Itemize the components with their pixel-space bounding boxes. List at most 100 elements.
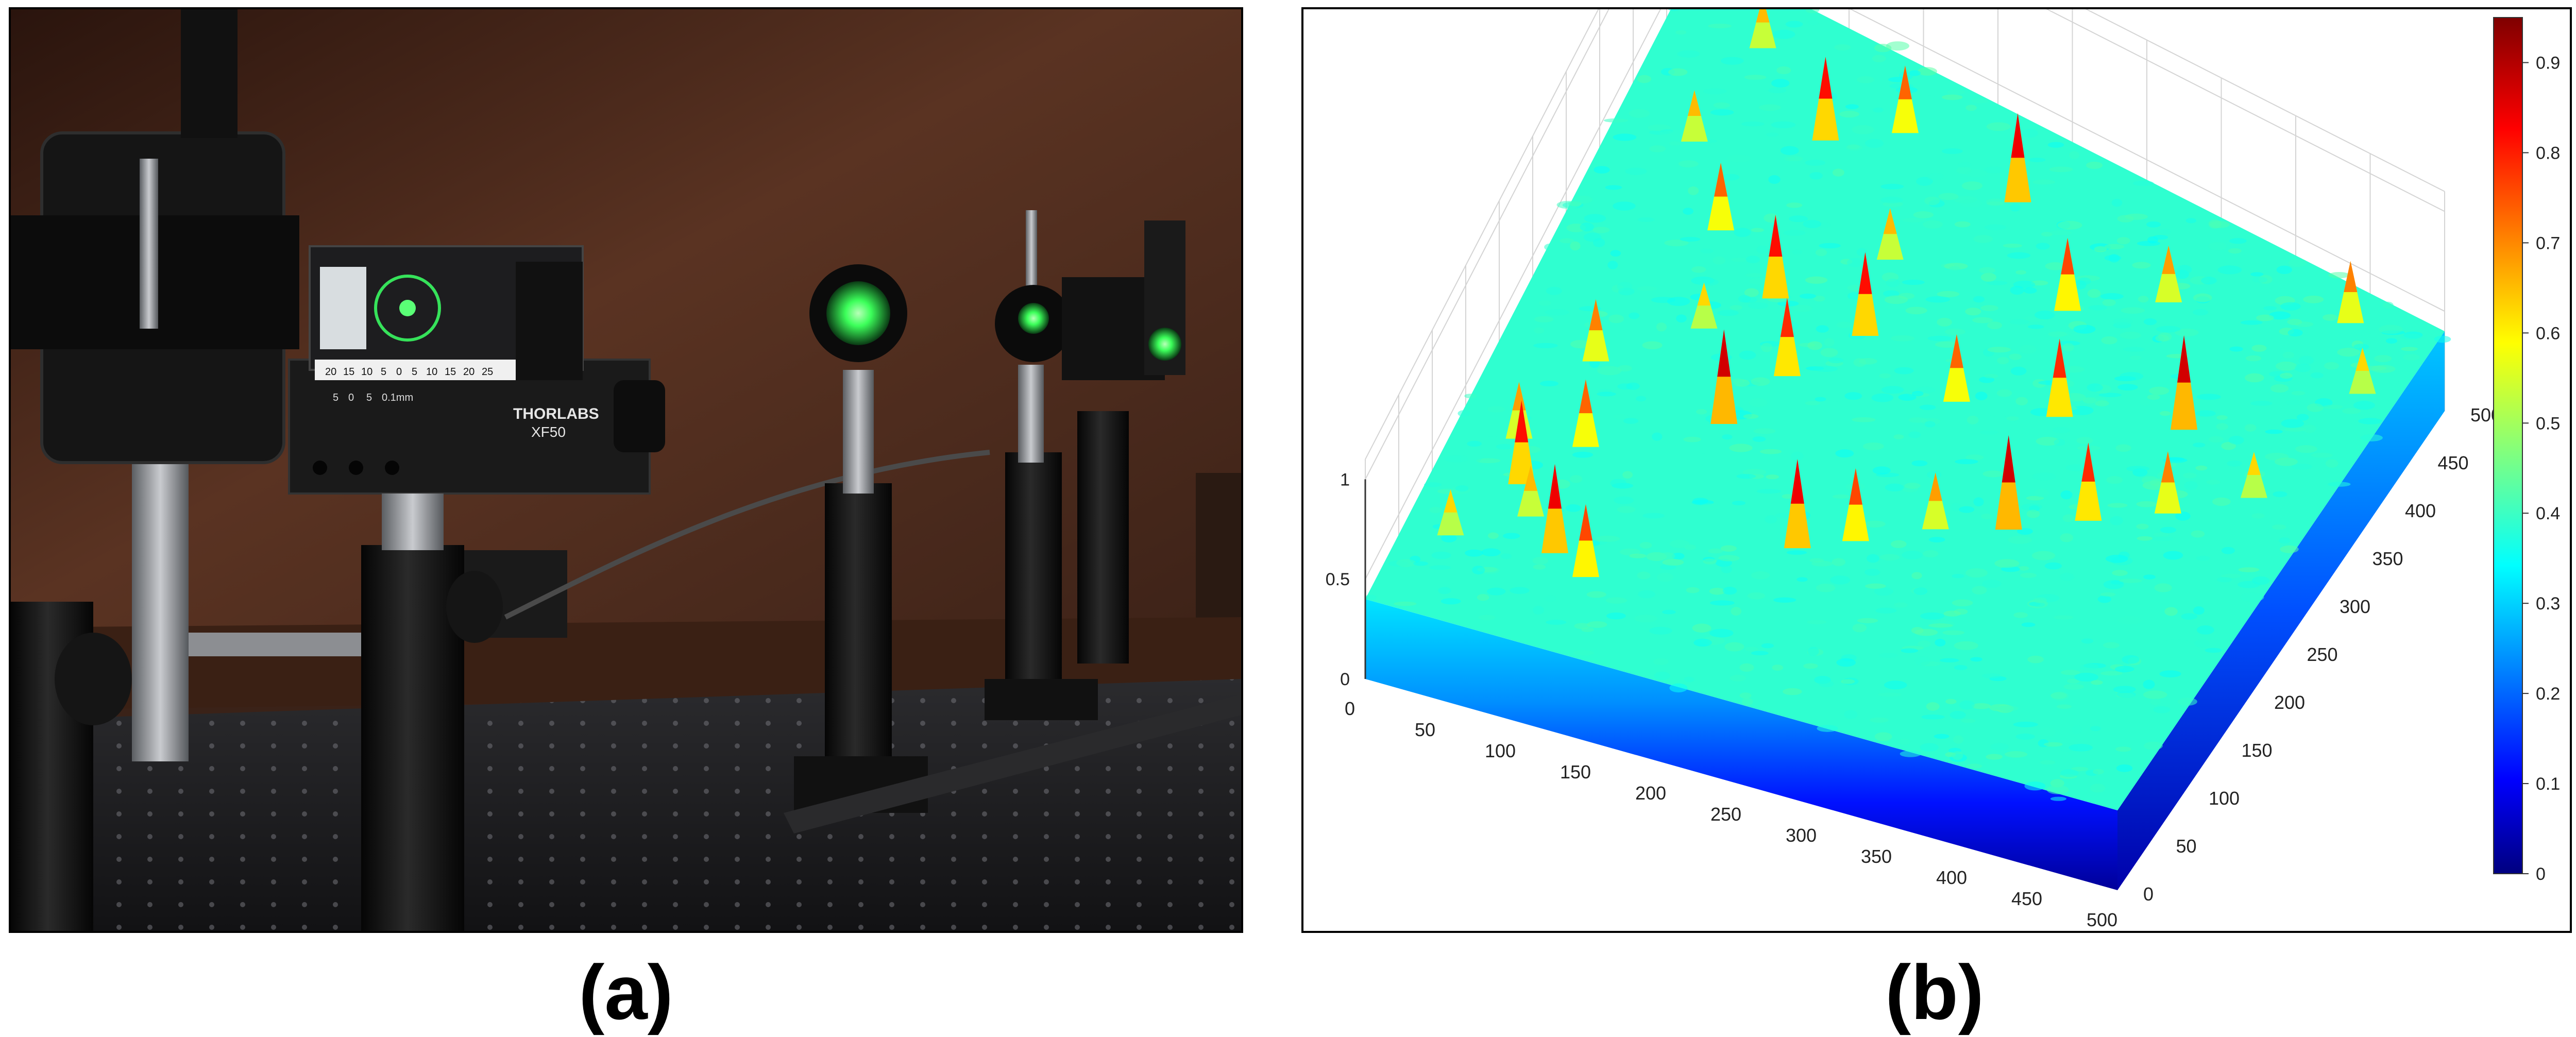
colorbar-tick-label: 0.6 xyxy=(2536,324,2560,343)
surface-texture xyxy=(2113,686,2136,693)
stage-post-collar xyxy=(382,494,444,550)
surface-texture xyxy=(1720,545,1737,552)
surface-texture xyxy=(2045,262,2065,270)
surface-texture xyxy=(1603,118,1629,123)
surface-texture xyxy=(2158,332,2172,342)
surface-texture xyxy=(1729,444,1753,452)
surface-texture xyxy=(1886,41,1909,51)
surface-texture xyxy=(2245,355,2262,362)
surface-texture xyxy=(2182,472,2197,479)
surface-texture xyxy=(2019,345,2037,354)
surface-peaks xyxy=(1437,9,2376,577)
colorbar-tick-label: 0.2 xyxy=(2536,684,2560,704)
surface-texture xyxy=(1744,75,1767,80)
surface-texture xyxy=(1760,343,1773,352)
surface-texture xyxy=(2342,408,2361,414)
surface-texture xyxy=(2100,293,2124,300)
surface-texture xyxy=(1934,734,1950,739)
surface-texture xyxy=(1710,109,1734,116)
surface-texture xyxy=(1642,341,1663,350)
surface-texture xyxy=(2193,443,2206,448)
surface-texture xyxy=(2086,161,2103,169)
surface-texture xyxy=(1911,572,1922,580)
surface-texture xyxy=(2014,419,2031,426)
surface-texture xyxy=(1539,381,1558,387)
surface-texture xyxy=(2063,366,2085,373)
surface-texture xyxy=(1656,322,1667,332)
surface-peak xyxy=(1437,489,1464,536)
surface-texture xyxy=(1864,520,1886,528)
surface-texture xyxy=(2285,400,2302,405)
surface-texture xyxy=(1691,266,1706,273)
y-tick-label: 450 xyxy=(2438,452,2469,473)
surface-texture xyxy=(1813,366,1838,372)
surface-plot-panel: 0 0.5 1 0 50 100 150 200 250 300 350 400 450 500 0 50 10… xyxy=(1301,7,2572,933)
surface-texture xyxy=(1610,479,1627,488)
surface-texture xyxy=(1745,256,1760,264)
surface-texture xyxy=(2149,386,2170,395)
surface-texture xyxy=(2035,488,2049,498)
surface-texture xyxy=(1943,610,1961,617)
surface-peak xyxy=(1852,252,1879,336)
surface-texture xyxy=(2287,318,2302,326)
surface-texture xyxy=(1686,587,1700,593)
surface-texture xyxy=(2163,551,2183,560)
surface-texture xyxy=(1805,9,1820,13)
surface-peak xyxy=(1582,299,1609,362)
surface-texture xyxy=(1634,615,1657,623)
surface-texture xyxy=(1700,248,1714,253)
surface-texture xyxy=(1533,564,1546,570)
surface-texture xyxy=(2078,277,2091,285)
surface-peak xyxy=(1842,468,1869,541)
surface-texture xyxy=(1792,249,1803,254)
surface-texture xyxy=(1677,50,1700,58)
surface-texture xyxy=(1816,325,1829,333)
surface-texture xyxy=(2049,230,2072,235)
surface-texture xyxy=(2039,727,2056,737)
x-tick-label: 150 xyxy=(1560,761,1591,783)
surface-texture xyxy=(1713,256,1726,265)
surface-texture xyxy=(1742,698,1753,706)
surface-texture xyxy=(2206,480,2221,485)
surface-texture xyxy=(1676,314,1687,323)
surface-texture xyxy=(1911,390,1924,397)
surface-texture xyxy=(1927,470,1942,479)
surface-texture xyxy=(2049,166,2073,173)
surface-texture xyxy=(1581,627,1594,632)
surface-texture xyxy=(1613,414,1629,419)
surface-texture xyxy=(2156,326,2181,333)
surface-texture xyxy=(1877,692,1902,697)
surface-texture xyxy=(1487,406,1505,413)
surface-texture xyxy=(1394,601,1417,606)
surface-texture xyxy=(2060,769,2079,777)
z-tick-label: 0 xyxy=(1340,670,1350,689)
surface-texture xyxy=(1927,173,1944,180)
surface-texture xyxy=(1893,602,1908,608)
surface-texture xyxy=(1967,415,1979,424)
surface-texture xyxy=(1815,249,1827,257)
surface-texture xyxy=(1980,430,1999,435)
surface-texture xyxy=(2140,399,2151,406)
surface-texture xyxy=(2108,254,2120,263)
surface-texture xyxy=(1472,566,1485,575)
surface-texture xyxy=(2196,394,2221,400)
surface-texture xyxy=(1948,266,1960,271)
surface-texture xyxy=(1727,154,1751,163)
surface-texture xyxy=(1638,590,1656,599)
y-tick-label: 350 xyxy=(2372,548,2403,569)
ruler-numbers: 20 15 10 5 0 5 10 15 20 25 xyxy=(325,366,493,378)
surface-texture xyxy=(2295,445,2317,453)
surface-texture xyxy=(2252,277,2268,283)
surface-texture xyxy=(1637,286,1657,291)
surface-texture xyxy=(1914,656,1930,666)
surface-texture xyxy=(1946,90,1965,95)
surface-texture xyxy=(1756,489,1782,494)
surface-texture xyxy=(2284,427,2307,432)
surface-texture xyxy=(1852,623,1867,633)
surface-texture xyxy=(1545,309,1569,316)
surface-peak xyxy=(2240,452,2267,498)
surface-texture xyxy=(1972,317,1993,324)
surface-texture xyxy=(1668,9,1680,11)
surface-texture xyxy=(2337,348,2361,357)
surface-texture xyxy=(2062,514,2075,522)
